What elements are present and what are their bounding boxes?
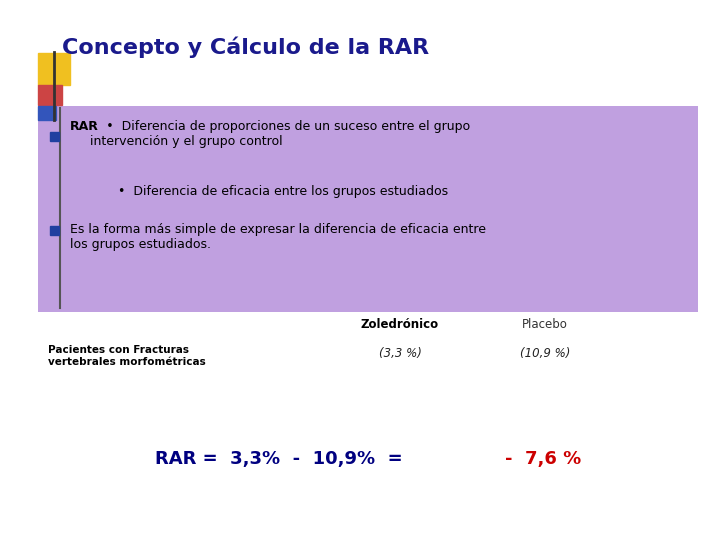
- Text: Placebo: Placebo: [522, 318, 568, 331]
- Text: •  Diferencia de eficacia entre los grupos estudiados: • Diferencia de eficacia entre los grupo…: [110, 185, 448, 198]
- Text: :  •  Diferencia de proporciones de un suceso entre el grupo
intervención y el g: : • Diferencia de proporciones de un suc…: [90, 120, 470, 148]
- Text: Pacientes con Fracturas
vertebrales morfométricas: Pacientes con Fracturas vertebrales morf…: [48, 345, 206, 367]
- Bar: [38, 106, 56, 120]
- Bar: [38, 85, 62, 105]
- Bar: [50, 132, 59, 141]
- Text: -  7,6 %: - 7,6 %: [505, 450, 581, 468]
- Text: Zoledrónico: Zoledrónico: [361, 318, 439, 331]
- FancyBboxPatch shape: [38, 106, 698, 312]
- Bar: [50, 226, 59, 235]
- Text: (10,9 %): (10,9 %): [520, 347, 570, 360]
- Bar: [38, 53, 70, 85]
- Text: RAR: RAR: [70, 120, 99, 133]
- Text: Concepto y Cálculo de la RAR: Concepto y Cálculo de la RAR: [62, 37, 429, 58]
- Text: Es la forma más simple de expresar la diferencia de eficacia entre
los grupos es: Es la forma más simple de expresar la di…: [70, 223, 486, 251]
- Text: (3,3 %): (3,3 %): [379, 347, 421, 360]
- Text: RAR =  3,3%  -  10,9%  =: RAR = 3,3% - 10,9% =: [155, 450, 415, 468]
